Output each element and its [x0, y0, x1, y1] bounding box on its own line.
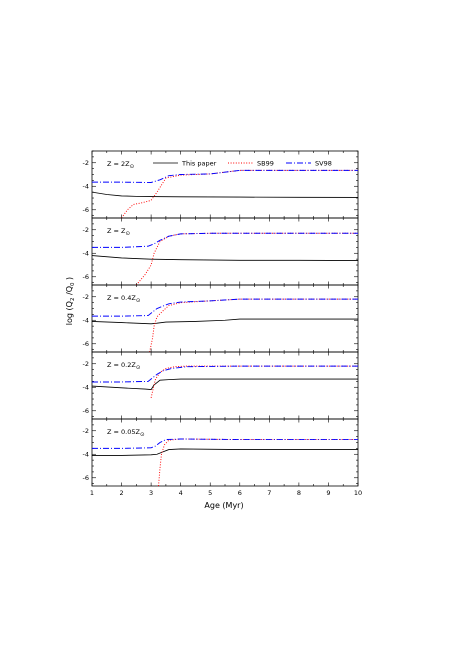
y-tick-label: -6: [83, 206, 89, 214]
x-tick-label: 2: [119, 489, 123, 497]
x-tick-label: 5: [208, 489, 212, 497]
y-tick-label: -6: [83, 474, 89, 482]
x-tick-label: 1: [90, 489, 94, 497]
legend: This paper SB99 SV98: [153, 160, 332, 168]
series-line-this-paper: [91, 191, 359, 198]
series-line-sv98: [92, 298, 358, 317]
y-tick-label: -2: [83, 293, 89, 301]
x-axis-title: Age (Myr): [204, 501, 243, 510]
series-line-this-paper: [91, 378, 358, 391]
panel-label: Z = 2Z⊙: [107, 160, 134, 170]
y-tick-label: -4: [83, 183, 89, 191]
panel-label: Z = Z⊙: [107, 227, 130, 237]
y-tick-label: -2: [83, 226, 89, 234]
y-axis-title: log (Q2 /Q0 ): [65, 277, 76, 325]
panel-frame: [91, 217, 359, 286]
y-tick-label: -4: [83, 317, 89, 325]
legend-label-sb99: SB99: [257, 160, 274, 168]
y-tick-label: -4: [83, 384, 89, 392]
x-tick-labels: 1 2 3 4 5 6 7 8 9 10: [90, 489, 362, 497]
y-tick-label: -6: [83, 407, 89, 415]
y-tick-label: -2: [83, 159, 89, 167]
panel-4: -2 -4 -6 Z = 0.2Z⊙: [83, 351, 359, 420]
y-tick-label: -4: [83, 451, 89, 459]
legend-label-sv98: SV98: [315, 160, 332, 168]
panel-label: Z = 0.4Z⊙: [107, 294, 140, 304]
x-tick-label: 7: [267, 489, 271, 497]
x-tick-label: 8: [297, 489, 301, 497]
panels: -2 -4 -6 Z = 2Z⊙ -2 -4 -6 Z = Z⊙ -2 -4 -6 Z = 0.4Z⊙…: [83, 150, 359, 487]
panel-label: Z = 0.2Z⊙: [107, 361, 140, 371]
series-line-sv98: [92, 169, 358, 183]
panel-2: -2 -4 -6 Z = Z⊙: [83, 217, 359, 286]
panel-5: -2 -4 -6 Z = 0.05Z⊙: [83, 418, 359, 487]
series-line-sb99: [149, 298, 358, 353]
legend-label-this-paper: This paper: [181, 160, 217, 168]
series-line-sb99: [135, 232, 358, 286]
x-tick-label: 6: [238, 489, 242, 497]
series-line-sb99: [158, 438, 358, 487]
series-line-this-paper: [91, 318, 358, 325]
series-line-this-paper: [92, 448, 358, 456]
y-tick-label: -4: [83, 250, 89, 258]
y-tick-label: -2: [83, 360, 89, 368]
series-line-sv98: [92, 438, 358, 449]
series-line-sv98: [92, 232, 358, 248]
panel-3: -2 -4 -6 Z = 0.4Z⊙: [83, 284, 359, 353]
series-line-this-paper: [91, 255, 359, 261]
y-tick-label: -6: [83, 273, 89, 281]
x-tick-label: 4: [179, 489, 183, 497]
x-tick-label: 3: [149, 489, 153, 497]
panel-label: Z = 0.05Z⊙: [107, 428, 145, 438]
x-tick-label: 9: [326, 489, 330, 497]
series-line-sb99: [121, 169, 358, 219]
y-tick-label: -2: [83, 427, 89, 435]
x-tick-label: 10: [354, 489, 362, 497]
series-line-sv98: [92, 365, 358, 383]
series-line-sb99: [150, 365, 358, 398]
y-tick-label: -6: [83, 340, 89, 348]
